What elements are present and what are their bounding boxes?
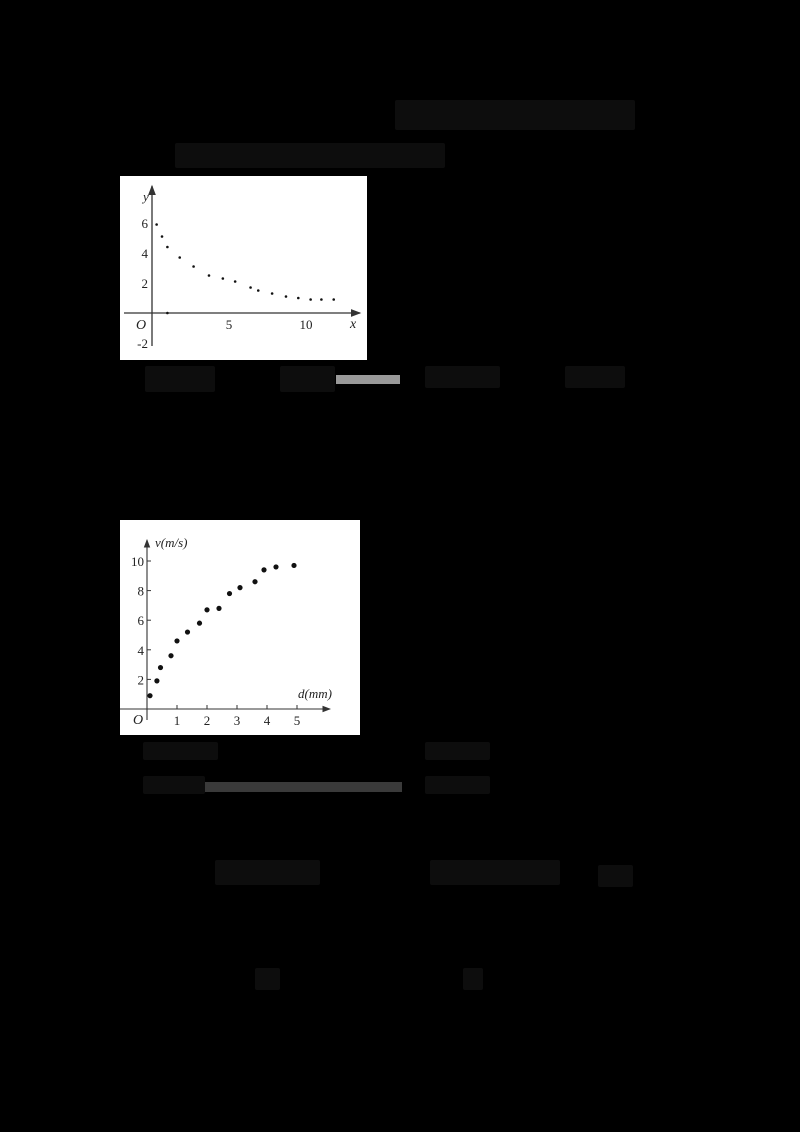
x-tick-label: 2: [204, 713, 211, 728]
data-point: [270, 292, 274, 295]
data-point: [226, 590, 233, 597]
data-point: [233, 280, 237, 283]
x-tick-label: 3: [234, 713, 241, 728]
data-point: [155, 223, 158, 226]
data-point: [273, 564, 279, 570]
y-axis-label: y: [141, 189, 149, 204]
data-point: [166, 245, 169, 249]
y-tick-label: 2: [142, 276, 149, 291]
data-point: [157, 664, 164, 671]
data-point: [147, 693, 153, 699]
data-point: [297, 296, 300, 300]
y-tick-label: 10: [131, 554, 144, 569]
gray-bar-light: [336, 375, 400, 384]
y-tick-label: -2: [137, 336, 148, 351]
data-point: [178, 256, 182, 259]
data-point: [207, 274, 211, 277]
faint-artifact: [280, 366, 335, 392]
x-tick-label: 5: [226, 317, 233, 332]
faint-artifact: [425, 742, 490, 760]
faint-artifact: [425, 366, 500, 388]
axis-dot: [166, 311, 169, 315]
x-axis-label: d(mm): [298, 686, 332, 701]
gray-bar-dark: [205, 782, 402, 792]
faint-artifact: [143, 776, 205, 794]
y-tick-label: 4: [142, 246, 149, 261]
faint-artifact: [145, 366, 215, 392]
data-point: [332, 298, 336, 301]
data-point: [160, 235, 164, 238]
data-point: [168, 653, 174, 659]
data-point: [221, 277, 225, 280]
data-point: [249, 286, 252, 289]
faint-artifact: [255, 968, 280, 990]
data-point: [256, 289, 260, 292]
chart-panel-2: v(m/s) d(mm) O 2 4 6 8 10 1 2 3 4 5: [120, 520, 360, 735]
data-point: [320, 298, 323, 301]
faint-artifact: [463, 968, 483, 990]
faint-artifact: [175, 143, 445, 168]
data-point: [154, 678, 160, 684]
data-point: [184, 629, 191, 635]
data-point: [174, 638, 180, 644]
data-point: [252, 579, 258, 585]
data-point: [192, 265, 195, 268]
faint-artifact: [430, 860, 560, 885]
y-tick-label: 4: [138, 643, 145, 658]
data-point: [261, 567, 267, 573]
origin-label: O: [133, 713, 143, 728]
y-axis-label: v(m/s): [155, 535, 188, 550]
y-tick-label: 8: [138, 584, 145, 599]
faint-artifact: [598, 865, 633, 887]
x-tick-label: 10: [300, 317, 313, 332]
data-point: [284, 295, 288, 298]
faint-artifact: [395, 100, 635, 130]
data-point: [309, 298, 312, 301]
origin-label: O: [136, 318, 146, 333]
faint-artifact: [215, 860, 320, 885]
x-tick-label: 1: [174, 713, 181, 728]
y-tick-label: 6: [138, 613, 145, 628]
y-tick-label: 6: [142, 216, 149, 231]
chart-panel-1: y x O -2 2 4 6 5 10: [120, 176, 367, 360]
x-tick-label: 5: [294, 713, 301, 728]
data-point: [196, 620, 203, 626]
faint-artifact: [143, 742, 218, 760]
data-point: [216, 605, 222, 611]
data-point: [237, 585, 243, 591]
faint-artifact: [565, 366, 625, 388]
faint-artifact: [425, 776, 490, 794]
data-point: [204, 607, 210, 613]
scatter-chart-y-vs-x: y x O -2 2 4 6 5 10: [124, 184, 362, 351]
x-tick-label: 4: [264, 713, 271, 728]
data-point: [291, 562, 297, 569]
y-tick-label: 2: [138, 672, 145, 687]
x-axis-label: x: [349, 317, 357, 332]
